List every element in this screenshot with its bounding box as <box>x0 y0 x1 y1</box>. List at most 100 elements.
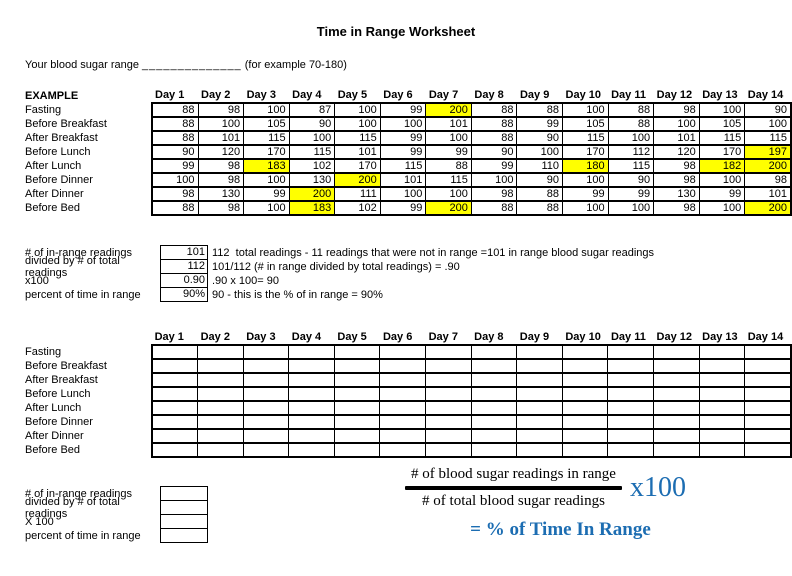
entry-cell[interactable] <box>288 400 335 416</box>
entry-cell[interactable] <box>242 428 290 444</box>
entry-cell[interactable] <box>607 358 655 374</box>
calc-value-box[interactable] <box>160 486 208 501</box>
entry-cell[interactable] <box>561 414 609 430</box>
entry-cell[interactable] <box>150 442 199 458</box>
entry-cell[interactable] <box>242 386 290 402</box>
entry-cell[interactable] <box>425 358 472 374</box>
entry-cell[interactable] <box>561 372 609 388</box>
entry-cell[interactable] <box>333 372 381 388</box>
entry-cell[interactable] <box>744 386 792 402</box>
entry-cell[interactable] <box>197 358 244 374</box>
entry-cell[interactable] <box>425 414 472 430</box>
entry-cell[interactable] <box>470 358 518 374</box>
entry-cell[interactable] <box>653 428 700 444</box>
entry-cell[interactable] <box>150 372 199 388</box>
entry-cell[interactable] <box>288 386 335 402</box>
entry-cell[interactable] <box>288 372 335 388</box>
entry-cell[interactable] <box>516 428 563 444</box>
entry-cell[interactable] <box>653 386 700 402</box>
entry-cell[interactable] <box>744 372 792 388</box>
entry-cell[interactable] <box>698 442 746 458</box>
entry-cell[interactable] <box>653 358 700 374</box>
entry-cell[interactable] <box>333 414 381 430</box>
entry-cell[interactable] <box>516 442 563 458</box>
entry-cell[interactable] <box>379 428 427 444</box>
entry-cell[interactable] <box>744 400 792 416</box>
entry-cell[interactable] <box>470 386 518 402</box>
entry-cell[interactable] <box>607 400 655 416</box>
entry-cell[interactable] <box>653 372 700 388</box>
entry-cell[interactable] <box>470 428 518 444</box>
entry-cell[interactable] <box>561 344 609 360</box>
entry-cell[interactable] <box>607 428 655 444</box>
entry-cell[interactable] <box>288 358 335 374</box>
entry-cell[interactable] <box>607 386 655 402</box>
calc-value-box[interactable] <box>160 514 208 529</box>
entry-cell[interactable] <box>197 344 244 360</box>
entry-cell[interactable] <box>242 372 290 388</box>
entry-cell[interactable] <box>288 344 335 360</box>
entry-cell[interactable] <box>516 386 563 402</box>
entry-cell[interactable] <box>516 400 563 416</box>
entry-cell[interactable] <box>150 414 199 430</box>
entry-cell[interactable] <box>150 358 199 374</box>
entry-cell[interactable] <box>698 358 746 374</box>
entry-cell[interactable] <box>607 372 655 388</box>
entry-cell[interactable] <box>516 372 563 388</box>
entry-cell[interactable] <box>516 358 563 374</box>
entry-cell[interactable] <box>698 428 746 444</box>
entry-cell[interactable] <box>242 414 290 430</box>
entry-cell[interactable] <box>333 386 381 402</box>
entry-cell[interactable] <box>197 386 244 402</box>
entry-cell[interactable] <box>333 344 381 360</box>
entry-cell[interactable] <box>561 386 609 402</box>
entry-cell[interactable] <box>425 386 472 402</box>
entry-cell[interactable] <box>561 400 609 416</box>
entry-cell[interactable] <box>379 372 427 388</box>
entry-cell[interactable] <box>425 400 472 416</box>
entry-cell[interactable] <box>150 344 199 360</box>
entry-cell[interactable] <box>379 414 427 430</box>
entry-cell[interactable] <box>379 344 427 360</box>
calc-value-box[interactable] <box>160 528 208 543</box>
entry-cell[interactable] <box>425 344 472 360</box>
entry-cell[interactable] <box>698 372 746 388</box>
entry-cell[interactable] <box>470 442 518 458</box>
entry-cell[interactable] <box>242 358 290 374</box>
entry-cell[interactable] <box>242 344 290 360</box>
entry-cell[interactable] <box>379 386 427 402</box>
entry-cell[interactable] <box>242 442 290 458</box>
entry-cell[interactable] <box>653 442 700 458</box>
entry-cell[interactable] <box>607 344 655 360</box>
calc-value-box[interactable] <box>160 500 208 515</box>
entry-cell[interactable] <box>379 400 427 416</box>
entry-cell[interactable] <box>379 358 427 374</box>
entry-cell[interactable] <box>150 428 199 444</box>
entry-cell[interactable] <box>698 414 746 430</box>
entry-cell[interactable] <box>379 442 427 458</box>
entry-cell[interactable] <box>470 344 518 360</box>
entry-cell[interactable] <box>197 414 244 430</box>
entry-cell[interactable] <box>197 400 244 416</box>
entry-cell[interactable] <box>653 400 700 416</box>
entry-cell[interactable] <box>288 442 335 458</box>
entry-cell[interactable] <box>516 344 563 360</box>
entry-cell[interactable] <box>288 428 335 444</box>
entry-cell[interactable] <box>744 414 792 430</box>
entry-cell[interactable] <box>698 386 746 402</box>
entry-cell[interactable] <box>425 428 472 444</box>
entry-cell[interactable] <box>242 400 290 416</box>
entry-cell[interactable] <box>698 344 746 360</box>
blood-sugar-range-blank[interactable]: ______________ <box>142 59 242 71</box>
entry-cell[interactable] <box>288 414 335 430</box>
entry-cell[interactable] <box>470 400 518 416</box>
entry-cell[interactable] <box>744 442 792 458</box>
entry-cell[interactable] <box>333 442 381 458</box>
entry-cell[interactable] <box>744 358 792 374</box>
entry-cell[interactable] <box>150 386 199 402</box>
entry-cell[interactable] <box>744 428 792 444</box>
entry-cell[interactable] <box>333 400 381 416</box>
entry-cell[interactable] <box>333 358 381 374</box>
entry-cell[interactable] <box>425 372 472 388</box>
entry-cell[interactable] <box>698 400 746 416</box>
